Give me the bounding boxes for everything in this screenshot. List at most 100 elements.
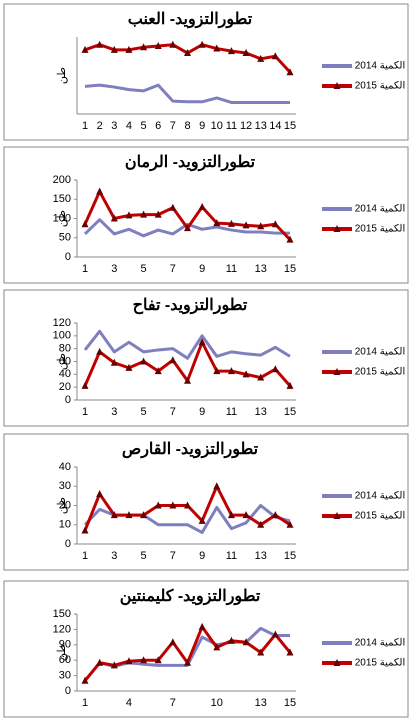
legend-label: الكمية 2014 xyxy=(355,61,406,72)
x-tick-label: 1 xyxy=(82,550,88,562)
data-point xyxy=(242,221,250,229)
legend-label: الكمية 2015 xyxy=(355,81,406,92)
data-point xyxy=(257,222,265,230)
data-point xyxy=(184,376,191,384)
y-tick-label: 40 xyxy=(59,461,71,473)
x-tick-label: 11 xyxy=(226,406,237,418)
y-tick-label: 150 xyxy=(53,193,71,205)
data-point xyxy=(184,224,191,232)
y-tick-label: 20 xyxy=(59,381,71,393)
x-tick-label: 3 xyxy=(111,550,117,562)
data-point xyxy=(110,358,118,366)
y-tick-label: 30 xyxy=(59,670,71,682)
y-tick-label: 60 xyxy=(59,654,71,666)
data-point xyxy=(213,482,221,490)
data-point xyxy=(96,40,104,48)
panel xyxy=(3,146,409,284)
y-tick-label: 0 xyxy=(65,685,71,697)
data-point xyxy=(169,356,177,364)
legend-marker xyxy=(333,659,341,666)
data-point xyxy=(81,220,89,228)
data-point xyxy=(81,45,89,53)
chart-title: تطورالتزويد- تفاح xyxy=(133,297,248,315)
x-tick-label: 4 xyxy=(126,697,132,709)
series-line xyxy=(84,83,290,104)
data-point xyxy=(81,676,89,684)
x-tick-label: 7 xyxy=(170,550,176,562)
x-tick-label: 5 xyxy=(141,120,147,132)
data-point xyxy=(154,41,162,49)
y-tick-label: 0 xyxy=(65,251,71,263)
y-tick-label: 30 xyxy=(59,480,71,492)
y-axis-label: طن xyxy=(56,353,68,370)
data-point xyxy=(271,511,279,519)
legend-label: الكمية 2014 xyxy=(355,491,406,502)
x-tick-label: 7 xyxy=(170,697,176,709)
data-point xyxy=(257,373,265,381)
y-axis-label: طن xyxy=(56,644,68,661)
legend-label: الكمية 2014 xyxy=(355,204,406,215)
x-tick-label: 7 xyxy=(170,120,176,132)
x-tick-label: 1 xyxy=(82,406,88,418)
data-point xyxy=(198,516,206,524)
y-tick-label: 90 xyxy=(59,639,71,651)
x-tick-label: 11 xyxy=(226,550,237,562)
data-point xyxy=(169,40,177,48)
y-tick-label: 0 xyxy=(65,394,71,406)
legend-marker xyxy=(333,225,341,232)
data-point xyxy=(140,656,148,664)
data-point xyxy=(213,219,221,227)
y-axis-label: طن xyxy=(56,497,68,514)
data-point xyxy=(125,45,133,53)
data-point xyxy=(184,658,191,666)
y-axis-label: طن xyxy=(56,67,68,84)
data-point xyxy=(110,661,118,669)
legend-label: الكمية 2015 xyxy=(355,367,406,378)
data-point xyxy=(213,44,221,52)
data-point xyxy=(286,648,294,656)
panel xyxy=(3,433,409,571)
x-tick-label: 10 xyxy=(211,697,223,709)
x-tick-label: 15 xyxy=(284,406,296,418)
data-point xyxy=(227,367,235,375)
chart-title: تطورالتزويد- كليمنتين xyxy=(120,588,261,606)
chart-title: تطورالتزويد- الرمان xyxy=(125,154,256,172)
legend-label: الكمية 2015 xyxy=(355,658,406,669)
data-point xyxy=(140,43,148,51)
x-tick-label: 11 xyxy=(226,263,237,275)
data-point xyxy=(81,526,89,534)
data-point xyxy=(125,211,133,219)
y-tick-label: 100 xyxy=(53,330,71,342)
series-line xyxy=(83,329,291,360)
x-tick-label: 1 xyxy=(82,120,88,132)
x-tick-label: 13 xyxy=(255,697,267,709)
x-tick-label: 8 xyxy=(184,120,190,132)
data-point xyxy=(271,365,279,373)
x-tick-label: 9 xyxy=(199,263,205,275)
data-point xyxy=(110,214,118,222)
data-point xyxy=(213,643,221,651)
x-tick-label: 11 xyxy=(226,120,237,132)
data-point xyxy=(125,511,133,519)
x-tick-label: 15 xyxy=(284,550,296,562)
x-tick-label: 1 xyxy=(82,263,88,275)
x-tick-label: 9 xyxy=(199,550,205,562)
legend-label: الكمية 2015 xyxy=(355,224,406,235)
data-point xyxy=(198,40,206,48)
x-tick-label: 3 xyxy=(111,263,117,275)
data-point xyxy=(125,363,133,371)
data-point xyxy=(286,68,294,76)
data-point xyxy=(227,219,235,227)
data-point xyxy=(271,220,279,228)
data-point xyxy=(154,210,162,218)
x-tick-label: 9 xyxy=(199,406,205,418)
y-tick-label: 120 xyxy=(53,623,71,635)
data-point xyxy=(271,52,279,60)
x-tick-label: 6 xyxy=(155,120,161,132)
data-point xyxy=(271,630,279,638)
data-point xyxy=(257,54,265,62)
x-tick-label: 2 xyxy=(97,120,103,132)
data-point xyxy=(110,45,118,53)
data-point xyxy=(286,381,294,389)
x-tick-label: 15 xyxy=(284,263,296,275)
